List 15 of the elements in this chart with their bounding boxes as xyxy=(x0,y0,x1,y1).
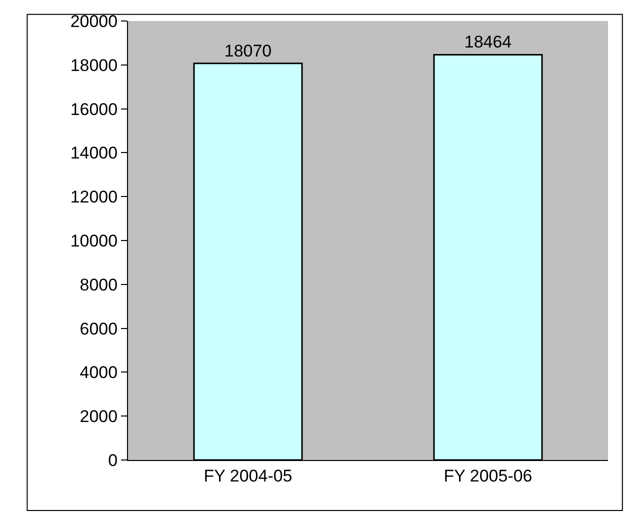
data-label: 18464 xyxy=(464,32,512,52)
y-tick-label: 20000 xyxy=(70,12,118,31)
y-tick-label: 8000 xyxy=(80,275,118,294)
y-tick-label: 0 xyxy=(108,450,118,470)
y-tick-label: 2000 xyxy=(80,407,118,426)
y-tick-label: 14000 xyxy=(70,144,118,163)
y-tick-label: 4000 xyxy=(80,363,118,382)
y-tick-label: 12000 xyxy=(70,188,118,207)
x-tick-label: FY 2004-05 xyxy=(204,466,292,486)
y-tick-label: 18000 xyxy=(70,56,118,75)
data-label: 18070 xyxy=(224,41,272,60)
x-tick-label: FY 2005-06 xyxy=(444,466,532,486)
y-tick-label: 10000 xyxy=(70,231,118,250)
y-tick-label: 6000 xyxy=(80,319,118,338)
y-tick-label: 16000 xyxy=(70,100,118,119)
